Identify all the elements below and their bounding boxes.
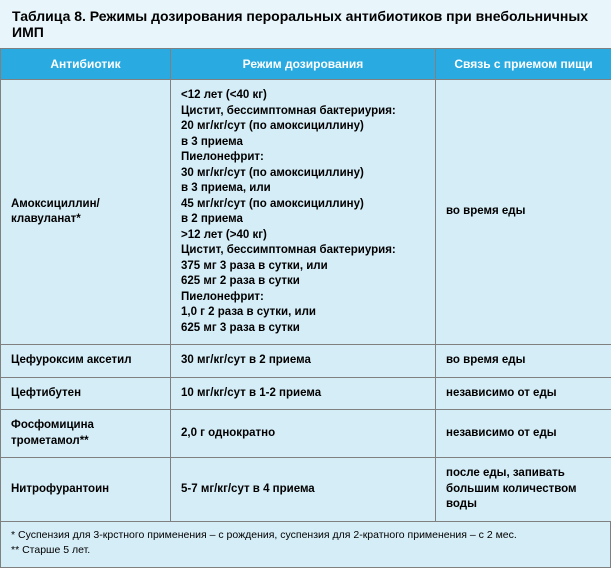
cell-dosing: 30 мг/кг/сут в 2 приема <box>171 345 436 378</box>
table-title: Таблица 8. Режимы дозирования пероральны… <box>0 0 611 48</box>
table-row: Цефтибутен 10 мг/кг/сут в 1-2 приема нез… <box>1 377 611 410</box>
cell-food: после еды, запивать большим количеством … <box>436 458 611 522</box>
dosing-table: Антибиотик Режим дозирования Связь с при… <box>0 48 611 522</box>
cell-food: независимо от еды <box>436 377 611 410</box>
cell-dosing: 5-7 мг/кг/сут в 4 приема <box>171 458 436 522</box>
footnotes: * Суспензия для 3-крстного применения – … <box>0 522 611 568</box>
table-row: Цефуроксим аксетил 30 мг/кг/сут в 2 прие… <box>1 345 611 378</box>
col-antibiotic: Антибиотик <box>1 49 171 80</box>
cell-dosing: 2,0 г однократно <box>171 410 436 458</box>
col-food: Связь с приемом пищи <box>436 49 611 80</box>
cell-food: во время еды <box>436 80 611 345</box>
cell-antibiotic: Цефтибутен <box>1 377 171 410</box>
cell-antibiotic: Фосфомицина трометамол** <box>1 410 171 458</box>
cell-antibiotic: Амоксициллин/клавуланат* <box>1 80 171 345</box>
table-header-row: Антибиотик Режим дозирования Связь с при… <box>1 49 611 80</box>
table-row: Нитрофурантоин 5-7 мг/кг/сут в 4 приема … <box>1 458 611 522</box>
footnote-line: ** Старше 5 лет. <box>11 543 600 558</box>
cell-dosing: <12 лет (<40 кг)Цистит, бессимптомная ба… <box>171 80 436 345</box>
table-row: Амоксициллин/клавуланат* <12 лет (<40 кг… <box>1 80 611 345</box>
cell-antibiotic: Цефуроксим аксетил <box>1 345 171 378</box>
cell-food: во время еды <box>436 345 611 378</box>
col-dosing: Режим дозирования <box>171 49 436 80</box>
table-container: Таблица 8. Режимы дозирования пероральны… <box>0 0 611 568</box>
cell-dosing: 10 мг/кг/сут в 1-2 приема <box>171 377 436 410</box>
table-row: Фосфомицина трометамол** 2,0 г однократн… <box>1 410 611 458</box>
cell-food: независимо от еды <box>436 410 611 458</box>
footnote-line: * Суспензия для 3-крстного применения – … <box>11 528 600 543</box>
cell-antibiotic: Нитрофурантоин <box>1 458 171 522</box>
